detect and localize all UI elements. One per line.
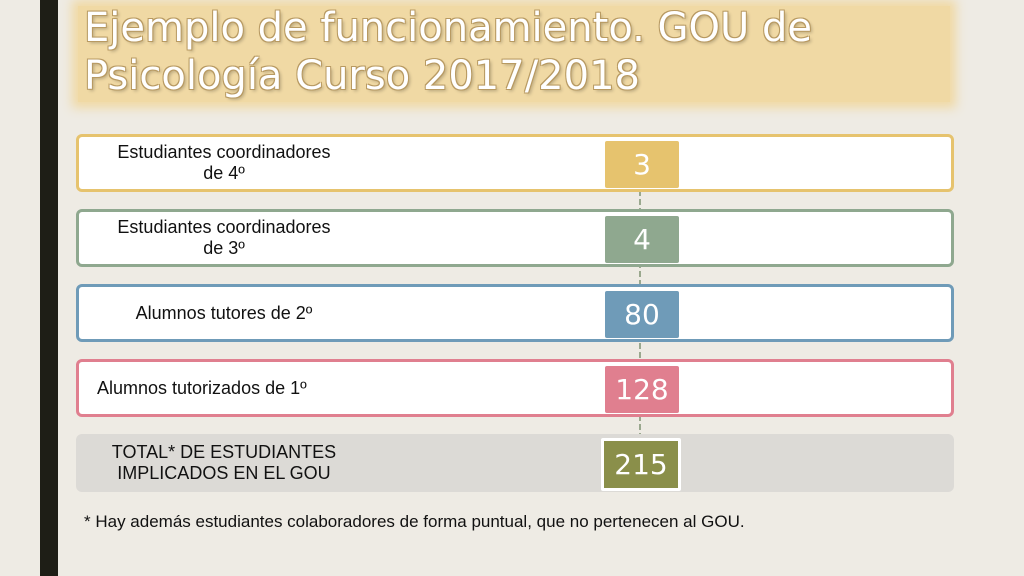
value-box: 215	[601, 438, 681, 491]
row-label: Estudiantes coordinadores de 4º	[117, 142, 331, 183]
slide-title: Ejemplo de funcionamiento. GOU de Psicol…	[84, 5, 812, 99]
row-label: Alumnos tutores de 2º	[135, 302, 313, 323]
row-tutors-2: Alumnos tutores de 2º 80	[76, 284, 954, 342]
left-accent-bar	[40, 0, 58, 576]
value-box: 3	[605, 141, 679, 188]
value-box: 4	[605, 216, 679, 263]
row-total: TOTAL* DE ESTUDIANTES IMPLICADOS EN EL G…	[76, 434, 954, 492]
value-box: 128	[605, 366, 679, 413]
footnote: * Hay además estudiantes colaboradores d…	[84, 512, 745, 531]
row-tutored-1: Alumnos tutorizados de 1º 128	[76, 359, 954, 417]
title-band	[78, 6, 950, 102]
value-box: 80	[605, 291, 679, 338]
row-label: Alumnos tutorizados de 1º	[97, 377, 307, 398]
row-coordinators-4: Estudiantes coordinadores de 4º 3	[76, 134, 954, 192]
row-coordinators-3: Estudiantes coordinadores de 3º 4	[76, 209, 954, 267]
row-label: TOTAL* DE ESTUDIANTES IMPLICADOS EN EL G…	[111, 442, 337, 483]
row-label: Estudiantes coordinadores de 3º	[117, 217, 331, 258]
